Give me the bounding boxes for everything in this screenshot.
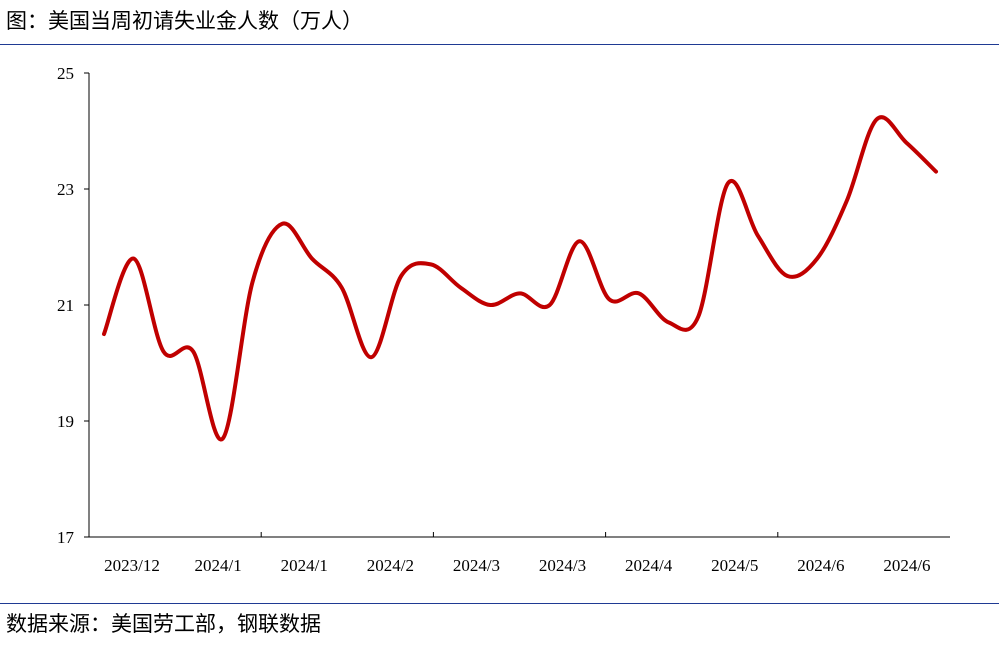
y-tick-label: 17 — [57, 528, 75, 547]
line-chart: 17 19 21 23 25 2023/12 2024/1 2024/1 2024/2 2024… — [57, 64, 950, 575]
x-tick-label: 2024/3 — [539, 556, 586, 575]
bottom-rule — [0, 603, 999, 604]
chart-title: 图：美国当周初请失业金人数（万人） — [6, 9, 363, 33]
x-tick-label: 2024/2 — [367, 556, 414, 575]
x-tick-label: 2023/12 — [104, 556, 160, 575]
x-tick-label: 2024/1 — [195, 556, 242, 575]
y-tick-label: 21 — [57, 296, 74, 315]
x-tick-label: 2024/6 — [883, 556, 930, 575]
y-tick-label: 25 — [57, 64, 74, 83]
x-tick-label: 2024/3 — [453, 556, 500, 575]
y-tick-label: 19 — [57, 412, 74, 431]
series-layer — [102, 115, 938, 442]
x-tick-label: 2024/6 — [797, 556, 844, 575]
source-note: 数据来源：美国劳工部，钢联数据 — [6, 612, 321, 636]
y-axis: 17 19 21 23 25 — [57, 64, 90, 547]
x-tick-label: 2024/5 — [711, 556, 758, 575]
x-axis: 2023/12 2024/1 2024/1 2024/2 2024/3 2024/3 202… — [89, 532, 950, 575]
y-tick-label: 23 — [57, 180, 74, 199]
x-tick-label: 2024/4 — [625, 556, 673, 575]
top-rule — [0, 44, 999, 45]
x-tick-label: 2024/1 — [281, 556, 328, 575]
series-line — [102, 115, 938, 442]
